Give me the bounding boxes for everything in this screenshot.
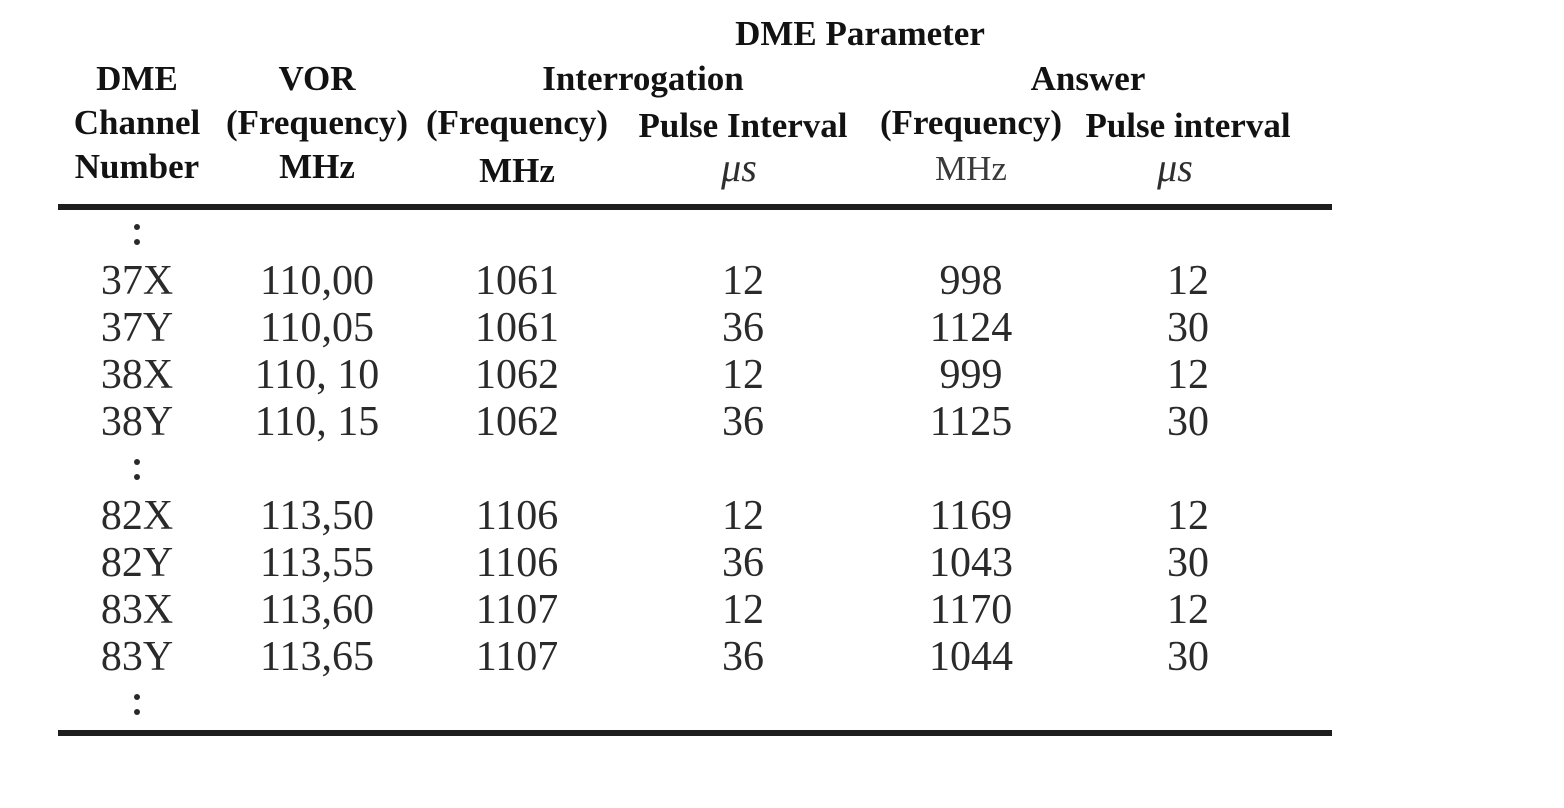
table-row: 83Y 113,65 1107 36 1044 30 xyxy=(0,634,1564,681)
cell-answer-pulse-interval: 12 xyxy=(1167,587,1209,633)
table-row: 82Y 113,55 1106 36 1043 30 xyxy=(0,540,1564,587)
cell-interrogation-frequency: 1106 xyxy=(475,540,559,586)
cell-channel: 38X xyxy=(100,352,174,398)
cell-answer-frequency: 1169 xyxy=(929,493,1013,539)
cell-answer-pulse-interval: 30 xyxy=(1167,634,1209,680)
cell-answer-frequency: 1125 xyxy=(929,399,1013,445)
cell-interrogation-frequency: 1106 xyxy=(475,493,559,539)
cell-vor-frequency: 110, 10 xyxy=(254,352,380,398)
vertical-ellipsis-icon xyxy=(47,211,227,258)
cell-answer-pulse-interval: 12 xyxy=(1167,493,1209,539)
header-interrogation-frequency-unit: MHz xyxy=(479,151,555,190)
cell-channel: 82Y xyxy=(100,540,174,586)
header-answer-pulse-unit: μs xyxy=(1157,145,1193,190)
cell-interrogation-pulse-interval: 36 xyxy=(722,399,764,445)
header-interrogation-pulse-unit: μs xyxy=(721,145,757,190)
header-vor-unit: MHz xyxy=(279,147,355,186)
cell-interrogation-frequency: 1061 xyxy=(475,305,559,351)
table-row: 38Y 110, 15 1062 36 1125 30 xyxy=(0,399,1564,446)
table-row: 37Y 110,05 1061 36 1124 30 xyxy=(0,305,1564,352)
cell-answer-pulse-interval: 30 xyxy=(1167,305,1209,351)
cell-channel: 37Y xyxy=(100,305,174,351)
cell-answer-frequency: 999 xyxy=(939,352,1003,398)
cell-channel: 37X xyxy=(100,258,174,304)
header-answer-frequency-unit: MHz xyxy=(935,149,1007,188)
table-body: 37X 110,00 1061 12 998 12 37Y 110,05 106… xyxy=(0,211,1564,728)
cell-answer-pulse-interval: 30 xyxy=(1167,399,1209,445)
header-vor: VOR xyxy=(278,59,356,98)
cell-interrogation-pulse-interval: 12 xyxy=(722,493,764,539)
cell-vor-frequency: 110,00 xyxy=(260,258,374,304)
cell-interrogation-pulse-interval: 36 xyxy=(722,634,764,680)
cell-vor-frequency: 113,65 xyxy=(260,634,374,680)
cell-answer-pulse-interval: 30 xyxy=(1167,540,1209,586)
header-answer-pulse-interval: Pulse interval xyxy=(1085,106,1291,145)
table-bottom-rule xyxy=(58,730,1332,736)
cell-interrogation-frequency: 1107 xyxy=(475,587,559,633)
table-row-ellipsis xyxy=(0,681,1564,728)
header-group-answer: Answer xyxy=(1030,59,1146,98)
table-row: 83X 113,60 1107 12 1170 12 xyxy=(0,587,1564,634)
cell-channel: 83X xyxy=(100,587,174,633)
header-interrogation-pulse-interval: Pulse Interval xyxy=(638,106,848,145)
header-answer-frequency: (Frequency) xyxy=(879,103,1063,142)
table-row: 37X 110,00 1061 12 998 12 xyxy=(0,258,1564,305)
cell-answer-pulse-interval: 12 xyxy=(1167,352,1209,398)
cell-answer-frequency: 1044 xyxy=(929,634,1013,680)
cell-vor-frequency: 110,05 xyxy=(260,305,374,351)
table-row: 82X 113,50 1106 12 1169 12 xyxy=(0,493,1564,540)
vertical-ellipsis-icon xyxy=(47,681,227,728)
table-row: 38X 110, 10 1062 12 999 12 xyxy=(0,352,1564,399)
cell-answer-frequency: 998 xyxy=(939,258,1003,304)
cell-vor-frequency: 113,60 xyxy=(260,587,374,633)
cell-answer-frequency: 1043 xyxy=(929,540,1013,586)
cell-answer-frequency: 1124 xyxy=(929,305,1013,351)
vertical-ellipsis-icon xyxy=(47,446,227,493)
table-row-ellipsis xyxy=(0,446,1564,493)
cell-channel: 38Y xyxy=(100,399,174,445)
cell-interrogation-pulse-interval: 12 xyxy=(722,587,764,633)
header-channel: Channel xyxy=(73,103,201,142)
header-dme: DME xyxy=(96,59,178,98)
cell-interrogation-pulse-interval: 12 xyxy=(722,258,764,304)
cell-channel: 82X xyxy=(100,493,174,539)
table-top-rule xyxy=(58,204,1332,210)
table-row-ellipsis xyxy=(0,211,1564,258)
cell-answer-pulse-interval: 12 xyxy=(1167,258,1209,304)
cell-interrogation-pulse-interval: 12 xyxy=(722,352,764,398)
cell-vor-frequency: 113,50 xyxy=(260,493,374,539)
cell-answer-frequency: 1170 xyxy=(929,587,1013,633)
cell-interrogation-pulse-interval: 36 xyxy=(722,540,764,586)
header-group-interrogation: Interrogation xyxy=(542,59,744,98)
cell-channel: 83Y xyxy=(100,634,174,680)
cell-interrogation-frequency: 1107 xyxy=(475,634,559,680)
cell-interrogation-pulse-interval: 36 xyxy=(722,305,764,351)
cell-vor-frequency: 110, 15 xyxy=(254,399,380,445)
cell-interrogation-frequency: 1061 xyxy=(475,258,559,304)
table-title: DME Parameter xyxy=(735,14,985,53)
header-vor-frequency: (Frequency) xyxy=(225,103,409,142)
cell-interrogation-frequency: 1062 xyxy=(475,399,559,445)
header-number: Number xyxy=(74,147,200,186)
cell-interrogation-frequency: 1062 xyxy=(475,352,559,398)
header-interrogation-frequency: (Frequency) xyxy=(425,103,609,142)
cell-vor-frequency: 113,55 xyxy=(260,540,374,586)
